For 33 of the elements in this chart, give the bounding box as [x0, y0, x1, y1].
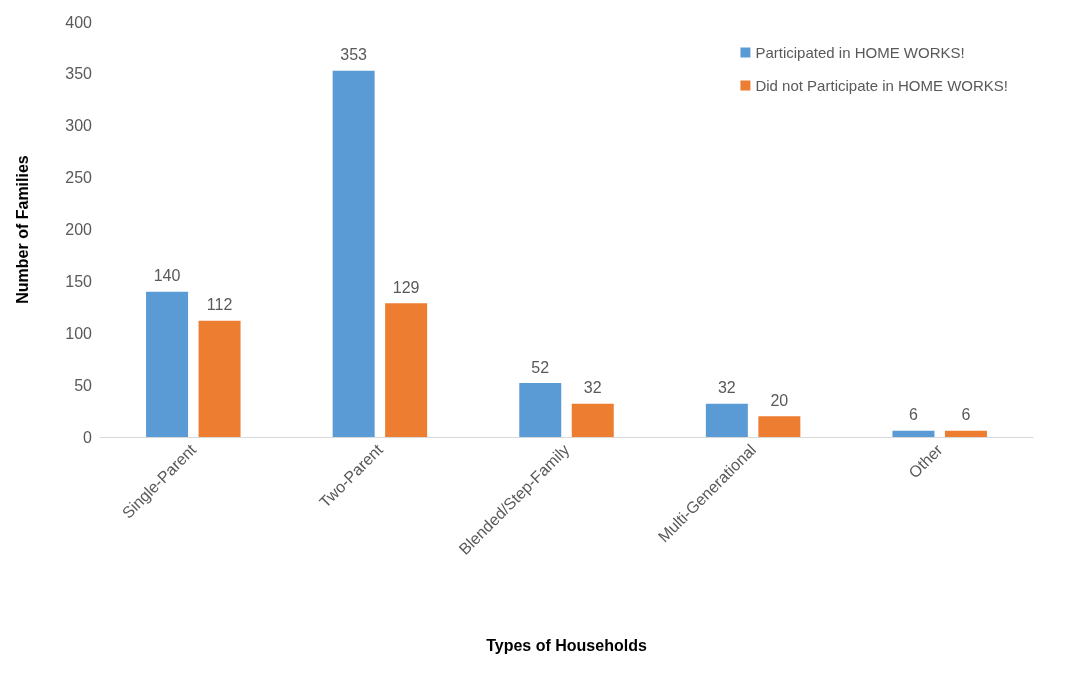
- y-tick-label: 150: [65, 272, 93, 290]
- bar: [705, 403, 748, 437]
- data-label: 32: [717, 379, 736, 397]
- y-tick-label: 50: [74, 376, 93, 394]
- legend-label: Did not Participate in HOME WORKS!: [755, 77, 1008, 94]
- data-label: 32: [583, 379, 602, 397]
- y-tick-label: 200: [65, 221, 93, 238]
- x-axis-title: Types of Households: [486, 636, 647, 654]
- y-tick-label: 300: [65, 117, 93, 135]
- y-tick-label: 100: [65, 324, 93, 342]
- bar: [758, 416, 801, 437]
- y-tick-label: 0: [83, 428, 93, 446]
- legend-label: Participated in HOME WORKS!: [755, 44, 965, 61]
- data-label: 6: [909, 406, 918, 424]
- y-tick-label: 250: [65, 169, 93, 187]
- y-tick-label: 350: [65, 65, 93, 83]
- data-label: 140: [153, 267, 181, 285]
- bar: [146, 291, 189, 437]
- bar: [198, 320, 241, 437]
- y-tick-label: 400: [65, 13, 93, 31]
- bar: [892, 430, 935, 437]
- data-label: 20: [770, 391, 789, 409]
- data-label: 353: [340, 46, 368, 64]
- bar: [944, 430, 987, 437]
- data-label: 6: [961, 406, 971, 424]
- data-label: 52: [531, 358, 550, 376]
- bar: [519, 383, 562, 437]
- data-label: 112: [206, 296, 233, 314]
- y-axis-title: Number of Families: [13, 155, 31, 304]
- bar: [385, 303, 428, 437]
- bar: [571, 403, 614, 437]
- bar: [332, 70, 375, 437]
- data-label: 129: [392, 278, 420, 296]
